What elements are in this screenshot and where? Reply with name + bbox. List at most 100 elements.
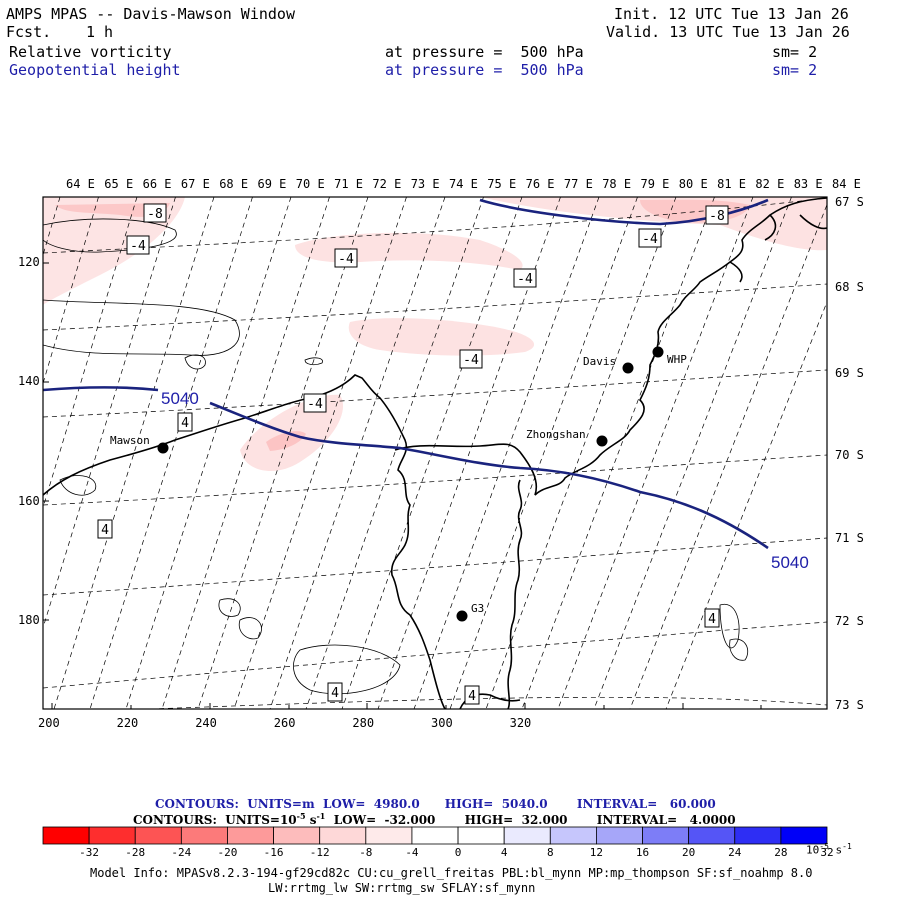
colorbar-label: 8	[546, 846, 554, 859]
longitude-label: 65 E	[104, 177, 134, 191]
vorticity-label: 4	[177, 412, 193, 432]
map-title: AMPS MPAS -- Davis-Mawson Window	[6, 5, 295, 23]
colorbar-label: 16	[635, 846, 650, 859]
longitude-label: 76 E	[525, 177, 555, 191]
latitude-label: 72 S	[835, 614, 864, 628]
vorticity-contour-info: CONTOURS: UNITS=10-5 s-1 LOW= -32.000 HI…	[133, 811, 736, 827]
colorbar-label: -12	[309, 846, 330, 859]
station-label-zhongshan: Zhongshan	[526, 428, 586, 441]
parallel-lines	[43, 197, 827, 709]
longitude-label: 71 E	[334, 177, 363, 191]
svg-text:-4: -4	[463, 353, 479, 368]
height-contour-info: CONTOURS: UNITS=m LOW= 4980.0 HIGH= 5040…	[155, 797, 716, 811]
x-tick-label: 280	[352, 716, 375, 730]
station-label-davis: Davis	[583, 355, 616, 368]
colorbar-swatch	[688, 826, 736, 845]
height-label-2: 5040	[771, 553, 809, 572]
colorbar-swatch	[180, 826, 228, 845]
station-dot-g3	[456, 610, 468, 622]
svg-text:-4: -4	[130, 239, 146, 254]
colorbar-label: 24	[728, 846, 742, 859]
longitude-label: 73 E	[410, 177, 440, 191]
longitude-label: 82 E	[755, 177, 785, 191]
x-tick-label: 320	[509, 716, 532, 730]
vorticity-label: -8	[705, 205, 729, 225]
svg-text:-8: -8	[709, 209, 725, 224]
station-dot-mawson	[157, 442, 169, 454]
latitude-label: 67 S	[835, 195, 864, 209]
svg-text:4: 4	[181, 416, 189, 431]
longitude-label: 68 E	[219, 177, 249, 191]
station-markers	[157, 346, 664, 622]
longitude-label: 84 E	[832, 177, 861, 191]
field1-smoothing: sm= 2	[772, 43, 818, 61]
latitude-label: 69 S	[835, 366, 864, 380]
field1-name: Relative vorticity	[9, 43, 172, 61]
svg-text:-4: -4	[642, 232, 658, 247]
longitude-label: 66 E	[142, 177, 172, 191]
longitude-label: 74 E	[449, 177, 478, 191]
longitude-label: 72 E	[372, 177, 402, 191]
vorticity-label: -4	[126, 235, 150, 255]
colorbar-label: -24	[171, 846, 192, 859]
x-tick-label: 300	[431, 716, 453, 730]
field2-name: Geopotential height	[9, 61, 181, 79]
geopotential-contours	[43, 198, 769, 550]
longitude-label: 81 E	[717, 177, 746, 191]
colorbar-label: 20	[682, 846, 696, 859]
svg-text:4: 4	[101, 523, 109, 538]
vorticity-label: 4	[327, 682, 343, 702]
height-label-1: 5040	[161, 389, 199, 408]
longitude-label: 77 E	[563, 177, 593, 191]
colorbar-swatch	[549, 826, 597, 845]
field2-level: at pressure = 500 hPa	[385, 61, 584, 79]
longitude-label: 64 E	[66, 177, 95, 191]
station-label-whp: WHP	[667, 353, 687, 366]
colorbar-swatch	[411, 826, 459, 845]
longitude-label: 75 E	[487, 177, 517, 191]
svg-text:-4: -4	[307, 397, 323, 412]
vorticity-label: 4	[97, 519, 113, 539]
y-tick-label: 180	[18, 613, 40, 627]
latitude-label: 73 S	[835, 698, 864, 712]
colorbar-swatch	[642, 826, 690, 845]
station-labels: Mawson Davis WHP Zhongshan G3	[110, 353, 687, 615]
colorbar-label: 0	[454, 846, 462, 859]
vorticity-label: -4	[638, 228, 662, 248]
vorticity-label: -8	[143, 203, 167, 223]
vorticity-shading	[43, 197, 827, 472]
x-tick-label: 220	[116, 716, 139, 730]
latitude-label: 68 S	[835, 280, 864, 294]
svg-text:-4: -4	[338, 252, 354, 267]
colorbar-swatch	[596, 826, 643, 845]
colorbar-unit: 10-5 s-1	[806, 842, 852, 857]
svg-text:-8: -8	[147, 207, 163, 222]
vorticity-label: 4	[704, 608, 720, 628]
svg-text:-4: -4	[517, 272, 533, 287]
colorbar-swatch	[319, 826, 367, 845]
station-dot-davis	[622, 362, 634, 374]
colorbar-label: -20	[217, 846, 238, 859]
station-dot-zhongshan	[596, 435, 608, 447]
colorbar-swatch	[227, 826, 274, 845]
svg-text:4: 4	[331, 686, 339, 701]
colorbar-label: -32	[79, 846, 100, 859]
colorbar-label: 28	[774, 846, 788, 859]
latitude-label: 71 S	[835, 531, 864, 545]
y-tick-label: 160	[18, 494, 40, 508]
coastline	[43, 197, 827, 709]
colorbar-label: -28	[125, 846, 146, 859]
map-layers	[43, 197, 827, 709]
longitude-label: 70 E	[295, 177, 325, 191]
longitude-label: 79 E	[640, 177, 670, 191]
svg-text:4: 4	[708, 612, 716, 627]
model-physics: LW:rrtmg_lw SW:rrtmg_sw SFLAY:sf_mynn	[268, 881, 536, 895]
longitude-label: 83 E	[793, 177, 823, 191]
station-label-g3: G3	[471, 602, 484, 615]
longitude-label: 69 E	[257, 177, 287, 191]
colorbar-label: 32	[820, 846, 834, 859]
x-tick-label: 260	[273, 716, 296, 730]
vorticity-label: -4	[303, 393, 327, 413]
colorbar-swatch	[273, 826, 321, 845]
